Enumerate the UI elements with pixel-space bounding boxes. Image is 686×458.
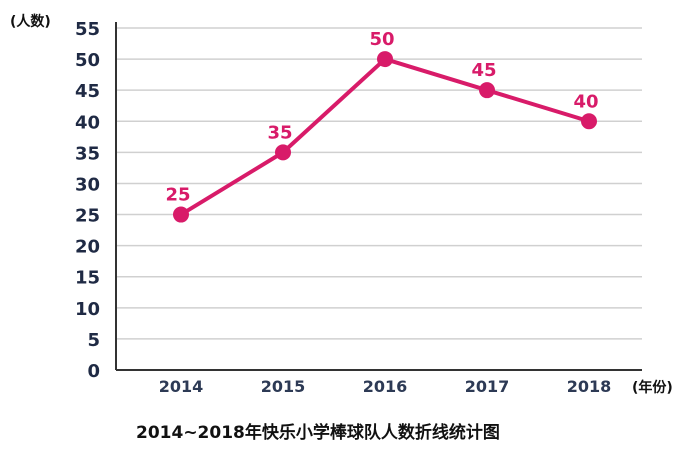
y-tick-label: 45 xyxy=(75,81,100,102)
y-tick-label: 40 xyxy=(75,112,100,133)
data-label: 40 xyxy=(573,91,598,112)
x-tick-label: 2016 xyxy=(363,377,408,396)
y-tick-label: 10 xyxy=(75,299,100,320)
data-label: 25 xyxy=(165,185,190,206)
data-point xyxy=(377,51,393,68)
y-tick-label: 35 xyxy=(75,143,100,164)
data-point xyxy=(581,113,597,130)
y-tick-label: 30 xyxy=(75,174,100,195)
data-point xyxy=(173,206,189,223)
y-tick-labels: 0 5 10 15 20 25 30 35 40 45 50 55 xyxy=(75,19,100,382)
x-axis-title: (年份) xyxy=(632,379,673,396)
y-tick-label: 0 xyxy=(87,361,100,382)
data-label: 35 xyxy=(267,122,292,143)
data-points xyxy=(173,51,597,223)
data-point xyxy=(479,82,495,99)
y-tick-label: 5 xyxy=(87,330,100,351)
y-tick-label: 25 xyxy=(75,206,100,227)
data-labels: 25 35 50 45 40 xyxy=(165,29,598,205)
gridlines xyxy=(116,27,642,340)
data-label: 50 xyxy=(369,29,394,50)
y-tick-label: 50 xyxy=(75,50,100,71)
y-tick-label: 55 xyxy=(75,19,100,40)
y-axis-title: (人数) xyxy=(10,13,51,30)
chart-title: 2014~2018年快乐小学棒球队人数折线统计图 xyxy=(136,422,500,443)
data-label: 45 xyxy=(471,60,496,81)
y-tick-label: 15 xyxy=(75,268,100,289)
series-line xyxy=(179,57,590,217)
x-tick-label: 2018 xyxy=(567,377,612,396)
x-tick-label: 2015 xyxy=(261,377,306,396)
x-tick-label: 2017 xyxy=(465,377,510,396)
data-point xyxy=(275,144,291,161)
y-tick-label: 20 xyxy=(75,237,100,258)
x-tick-label: 2014 xyxy=(159,377,204,396)
x-tick-labels: 2014 2015 2016 2017 2018 xyxy=(159,377,612,396)
